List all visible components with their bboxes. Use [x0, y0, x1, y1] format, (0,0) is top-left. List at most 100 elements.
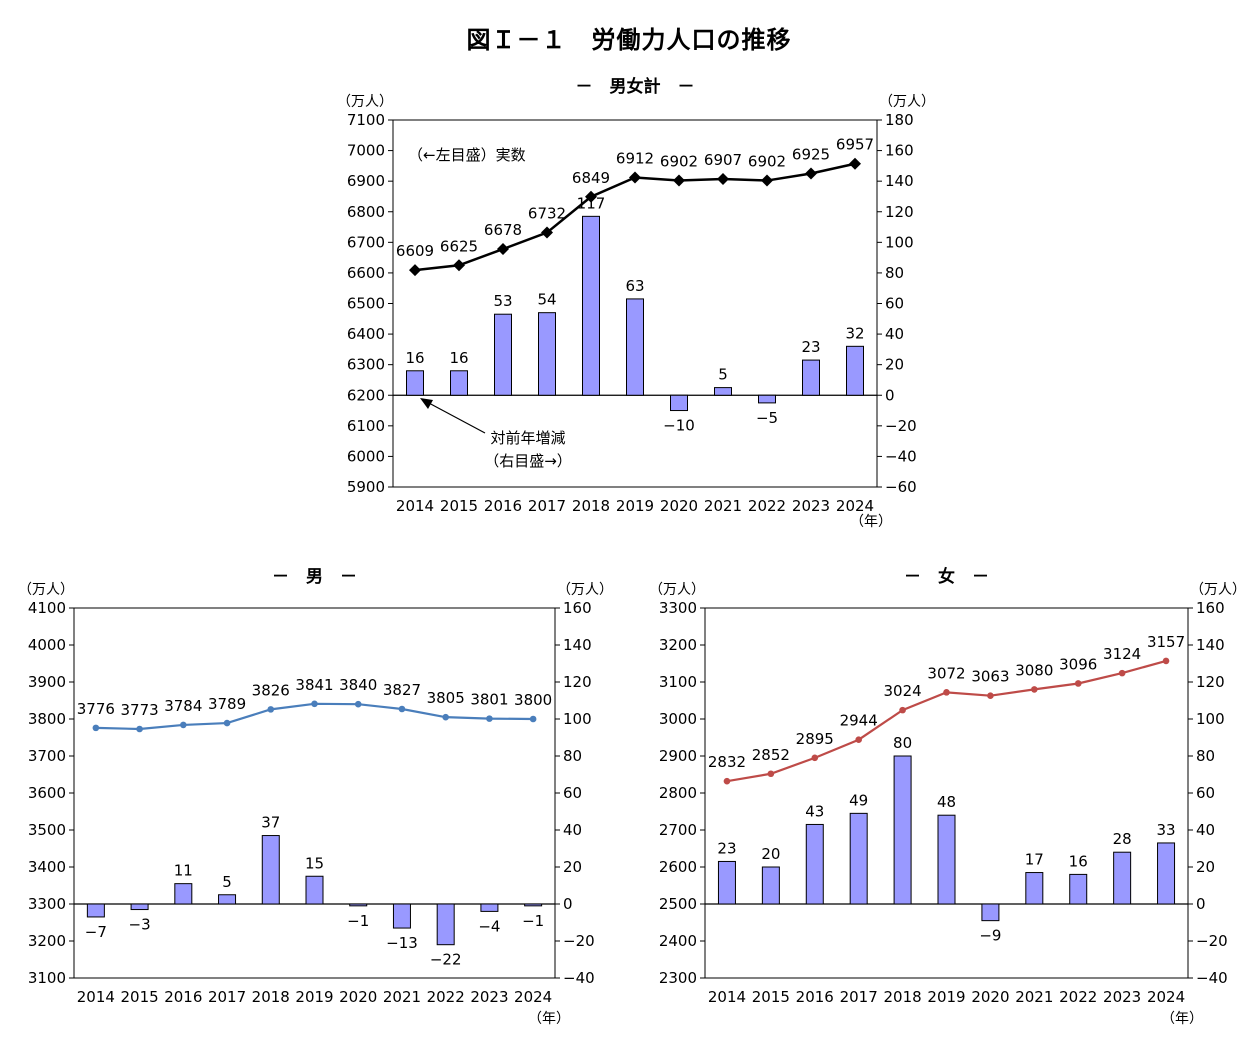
left-tick-label: 2400 — [659, 932, 697, 950]
left-tick-label: 2500 — [659, 895, 697, 913]
x-tick-label: 2018 — [252, 988, 290, 1006]
line-marker — [541, 226, 553, 239]
bar-label: 16 — [449, 349, 468, 367]
right-tick-label: 160 — [885, 142, 914, 160]
x-axis-unit: （年） — [850, 514, 892, 530]
line-annotation: （←左目盛）実数 — [408, 146, 526, 164]
left-tick-label: 3200 — [28, 932, 66, 950]
bar-label: 37 — [261, 814, 280, 832]
bar — [1157, 842, 1176, 905]
right-tick-label: 80 — [1196, 747, 1215, 765]
chart-title: － 男 － — [272, 567, 357, 587]
left-tick-label: 3100 — [659, 673, 697, 691]
left-tick-label: 6800 — [347, 203, 385, 221]
left-axis-unit: （万人） — [18, 582, 74, 598]
bar — [480, 903, 499, 912]
x-axis-unit: （年） — [1161, 1011, 1203, 1027]
x-tick-label: 2014 — [77, 988, 115, 1006]
line-marker — [486, 715, 493, 722]
line-value-label: 6912 — [616, 149, 654, 167]
x-axis-unit: （年） — [528, 1011, 570, 1027]
x-tick-label: 2020 — [339, 988, 377, 1006]
left-tick-label: 6000 — [347, 447, 385, 465]
left-tick-label: 6900 — [347, 172, 385, 190]
x-tick-label: 2022 — [427, 988, 465, 1006]
left-tick-label: 2300 — [659, 969, 697, 987]
bar — [436, 903, 455, 946]
bar-label: 23 — [801, 338, 820, 356]
left-tick-label: 3500 — [28, 821, 66, 839]
bar-label: −10 — [663, 417, 695, 435]
line-marker — [943, 689, 950, 696]
left-tick-label: 6200 — [347, 386, 385, 404]
line-marker — [529, 715, 537, 723]
bar — [174, 883, 193, 905]
x-tick-label: 2021 — [383, 988, 421, 1006]
line-value-label: 3840 — [339, 676, 377, 694]
right-tick-label: 180 — [885, 111, 914, 129]
bar-label: −5 — [756, 409, 778, 427]
left-tick-label: 2800 — [659, 784, 697, 802]
right-tick-label: 40 — [885, 325, 904, 343]
line-value-label: 3805 — [427, 689, 465, 707]
right-tick-label: 140 — [1196, 636, 1225, 654]
bar-label: 63 — [625, 277, 644, 295]
line-value-label: 3789 — [208, 695, 246, 713]
line-marker — [767, 770, 775, 778]
line-marker — [180, 721, 187, 729]
left-tick-label: 6500 — [347, 295, 385, 313]
right-tick-label: 60 — [1196, 784, 1215, 802]
x-tick-label: 2019 — [927, 988, 965, 1006]
x-tick-label: 2021 — [1015, 988, 1053, 1006]
x-tick-label: 2019 — [616, 497, 654, 515]
left-tick-label: 6600 — [347, 264, 385, 282]
left-tick-label: 3400 — [28, 858, 66, 876]
bar — [524, 903, 543, 907]
left-axis-unit: （万人） — [649, 582, 705, 598]
right-tick-label: −20 — [1196, 932, 1228, 950]
bar — [761, 866, 780, 905]
bar — [717, 860, 736, 905]
bar — [893, 755, 912, 905]
left-tick-label: 4100 — [28, 599, 66, 617]
left-tick-label: 4000 — [28, 636, 66, 654]
annotation-arrow-line — [426, 401, 486, 434]
line-marker — [855, 736, 862, 744]
line-value-label: 6678 — [484, 221, 522, 239]
bar-label: 16 — [405, 349, 424, 367]
right-tick-label: 140 — [563, 636, 592, 654]
line-marker — [1031, 686, 1038, 693]
bar-label: 54 — [537, 291, 556, 309]
bar-label: 48 — [937, 793, 956, 811]
left-tick-label: 3000 — [659, 710, 697, 728]
bar-label: 17 — [1025, 851, 1044, 869]
line-value-label: 6907 — [704, 151, 742, 169]
bar-annotation: 対前年増減 — [490, 429, 565, 447]
line-value-label: 3124 — [1103, 645, 1141, 663]
line-marker — [398, 705, 406, 713]
figure-title: 図Ｉ－１ 労働力人口の推移 — [466, 26, 792, 54]
right-tick-label: 80 — [885, 264, 904, 282]
line-marker — [497, 243, 509, 256]
line-value-label: 3072 — [927, 664, 965, 682]
bar-label: −13 — [386, 934, 418, 952]
right-tick-label: 80 — [563, 747, 582, 765]
line-marker — [409, 264, 421, 277]
left-tick-label: 3300 — [659, 599, 697, 617]
right-tick-label: 40 — [563, 821, 582, 839]
x-tick-label: 2019 — [295, 988, 333, 1006]
right-tick-label: −60 — [885, 478, 917, 496]
line-value-label: 3826 — [252, 681, 290, 699]
x-tick-label: 2017 — [208, 988, 246, 1006]
left-tick-label: 3800 — [28, 710, 66, 728]
left-tick-label: 6300 — [347, 356, 385, 374]
right-tick-label: −40 — [885, 447, 917, 465]
x-tick-label: 2021 — [704, 497, 742, 515]
line-value-label: 2944 — [840, 712, 878, 730]
right-tick-label: 140 — [885, 172, 914, 190]
left-tick-label: 3200 — [659, 636, 697, 654]
chart-female: － 女 －（万人） （万人）330032003100300029002800270… — [649, 566, 1246, 1027]
bar-label: −1 — [347, 912, 369, 930]
right-tick-label: 0 — [1196, 895, 1206, 913]
